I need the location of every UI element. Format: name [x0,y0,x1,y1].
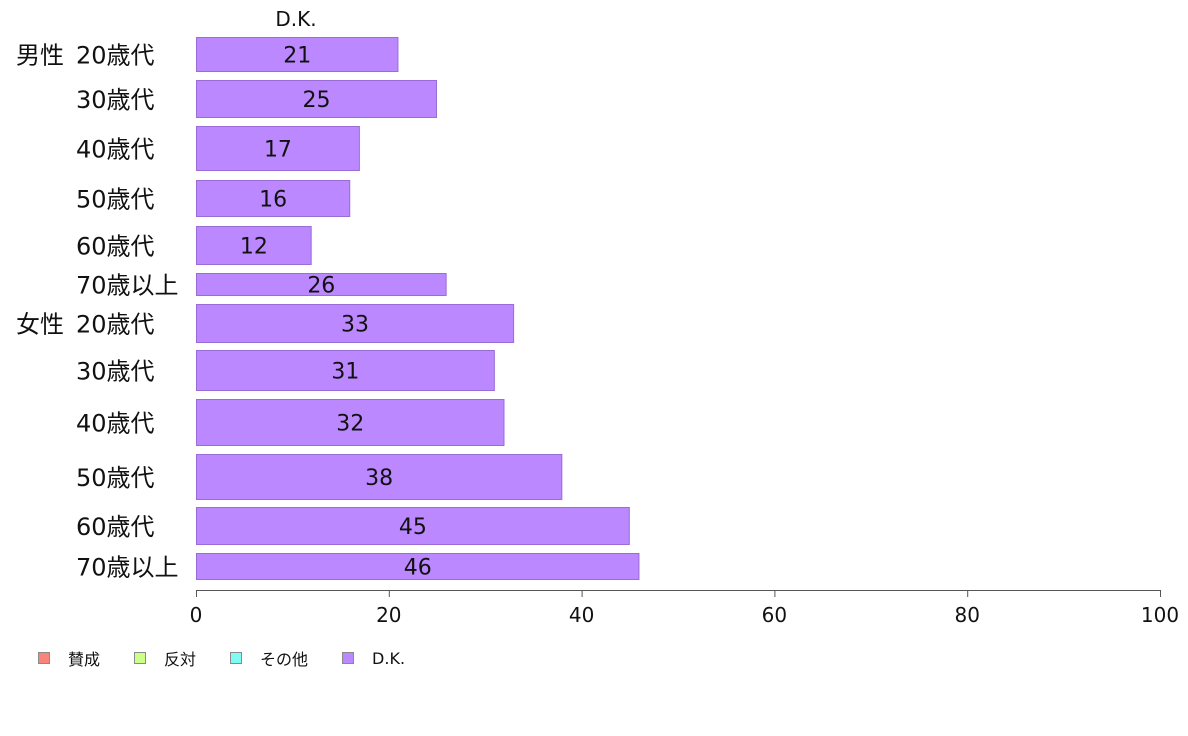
category-label: 50歳代 [76,464,155,492]
bar [196,80,437,118]
legend-label: 賛成 [68,650,101,669]
group-label: 男性 [16,42,64,70]
x-tick-label: 100 [1141,603,1179,627]
x-tick-label: 40 [569,603,594,627]
group-label: 女性 [16,311,64,339]
bar [196,507,630,545]
legend-swatch [38,652,50,664]
category-label: 70歳以上 [76,554,179,582]
bar [196,180,351,217]
bar-value-label: 16 [259,188,287,213]
x-tick-label: 0 [190,603,203,627]
bar-value-label: 26 [307,274,335,299]
category-label: 70歳以上 [76,272,179,300]
legend-item-sansei: 賛成 [38,646,100,670]
bar [196,126,360,171]
x-tick-label: 20 [376,603,401,627]
bar-value-label: 12 [240,235,268,260]
category-label: 40歳代 [76,136,155,164]
bar-value-label: 45 [399,515,427,540]
bar [196,399,505,446]
bar-value-label: 32 [336,412,364,437]
bar-value-label: 38 [365,466,393,491]
category-label: 30歳代 [76,358,155,386]
category-label: 40歳代 [76,410,155,438]
bar [196,454,563,500]
category-label: 60歳代 [76,513,155,541]
legend: 賛成 反対 その他 D.K. [38,646,439,670]
bar [196,304,515,343]
category-label: 20歳代 [76,42,155,70]
bar-value-label: 17 [264,138,292,163]
legend-item-dk: D.K. [342,649,405,668]
x-tick-label: 80 [954,603,979,627]
legend-swatch [134,652,147,664]
bar-value-label: 25 [303,88,331,113]
legend-label: 反対 [164,650,197,669]
bar [196,273,447,296]
legend-item-sonota: その他 [230,646,308,670]
legend-swatch [230,652,243,664]
bar [196,350,495,391]
legend-label: その他 [260,650,309,669]
bar [196,553,640,580]
bar-value-label: 46 [404,556,432,581]
category-label: 60歳代 [76,233,155,261]
bar-value-label: 33 [341,313,369,338]
category-label: 20歳代 [76,311,155,339]
x-axis: 0 20 40 60 80 100 [190,590,1179,627]
y-labels-layer: 20歳代 30歳代 40歳代 50歳代 60歳代 70歳以上 20歳代 30歳代 40歳代 50歳… [16,42,179,582]
category-label: 50歳代 [76,186,155,214]
bar [196,226,312,265]
legend-label: D.K. [372,648,406,668]
legend-swatch [342,652,355,664]
legend-item-hantai: 反対 [134,646,196,670]
x-tick-label: 60 [762,603,787,627]
bar-value-label: 21 [283,44,311,69]
category-label: 30歳代 [76,86,155,114]
panel-title: D.K. [275,7,316,31]
bar [196,37,399,72]
bar-value-label: 31 [331,360,359,385]
